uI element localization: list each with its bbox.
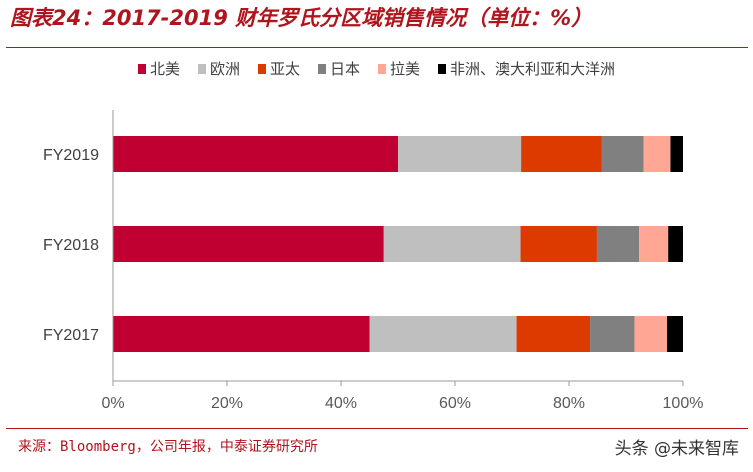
category-label: FY2018 — [43, 237, 99, 254]
x-tick-label: 0% — [101, 395, 124, 412]
legend-swatch — [438, 63, 447, 74]
legend-label: 北美 — [149, 60, 180, 78]
bar-segment — [668, 226, 683, 262]
legend-swatch — [378, 63, 387, 74]
bar-segment — [383, 226, 521, 262]
legend-label: 日本 — [330, 60, 361, 78]
legend: 北美 欧洲 亚太 日本 拉美 非洲、澳大利亚和大洋洲 — [0, 58, 753, 79]
legend-item: 欧洲 — [197, 58, 240, 79]
footer-divider — [6, 428, 748, 429]
legend-swatch — [197, 63, 206, 74]
bar-segment — [601, 136, 644, 172]
bar-segment — [596, 226, 640, 262]
watermark: 头条 @未来智库 — [614, 439, 739, 459]
x-tick-label: 80% — [553, 395, 585, 412]
legend-label: 非洲、澳大利亚和大洋洲 — [450, 60, 616, 78]
legend-swatch — [257, 63, 266, 74]
category-label: FY2019 — [43, 147, 99, 164]
x-tick-label: 20% — [211, 395, 243, 412]
legend-item: 北美 — [137, 58, 180, 79]
legend-label: 拉美 — [390, 60, 421, 78]
title-divider — [6, 47, 748, 48]
x-tick-label: 60% — [439, 395, 471, 412]
bar-segment — [634, 316, 668, 352]
legend-item: 非洲、澳大利亚和大洋洲 — [438, 58, 615, 79]
bar-segment — [670, 136, 683, 172]
legend-label: 欧洲 — [209, 60, 240, 78]
legend-item: 拉美 — [378, 58, 420, 79]
source-note: 来源：Bloomberg，公司年报，中泰证券研究所 — [18, 439, 318, 455]
bar-segment — [643, 136, 671, 172]
bar-segment — [639, 226, 669, 262]
legend-label: 亚太 — [269, 60, 300, 78]
bar-segment — [113, 226, 384, 262]
bar-segment — [590, 316, 635, 352]
legend-swatch — [137, 63, 146, 74]
bar-segment — [113, 136, 398, 172]
bar-segment — [516, 316, 591, 352]
category-label: FY2017 — [43, 327, 99, 344]
bar-segment — [398, 136, 522, 172]
chart-title: 图表24：2017-2019 财年罗氏分区域销售情况（单位：%） — [10, 6, 593, 30]
bar-segment — [369, 316, 517, 352]
x-tick-label: 100% — [663, 395, 704, 412]
bar-segment — [667, 316, 683, 352]
bar-segment — [113, 316, 370, 352]
legend-item: 亚太 — [257, 58, 300, 79]
bar-segment — [520, 226, 597, 262]
bar-segment — [521, 136, 602, 172]
x-tick-label: 40% — [325, 395, 357, 412]
legend-item: 日本 — [318, 58, 360, 79]
legend-swatch — [318, 63, 326, 74]
